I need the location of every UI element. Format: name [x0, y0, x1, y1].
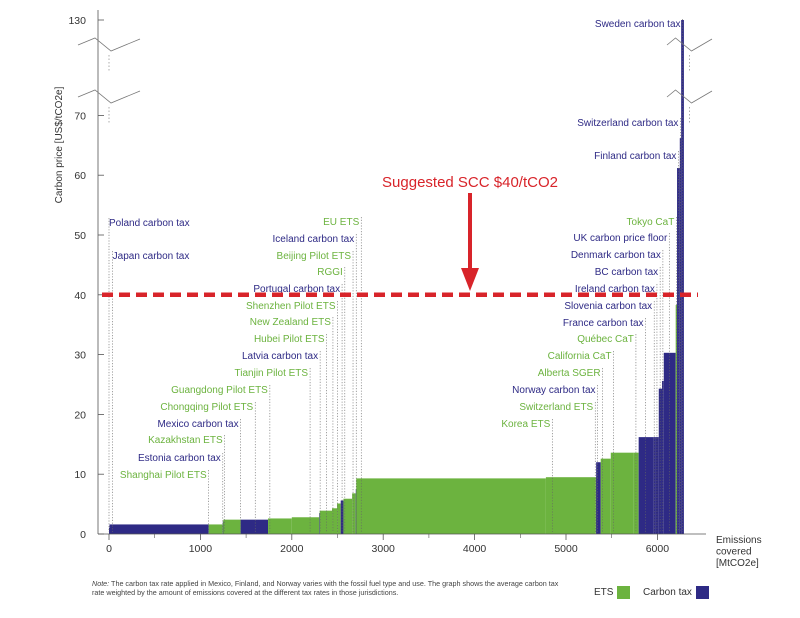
label-shanghai-pilot-ets: Shanghai Pilot ETS: [120, 470, 207, 481]
legend-tax-label: Carbon tax: [643, 587, 692, 599]
label-poland-carbon-tax: Poland carbon tax: [109, 218, 190, 229]
axis-break-mark: [77, 37, 141, 52]
label-rggi: RGGI: [317, 267, 343, 278]
label-beijing-pilot-ets: Beijing Pilot ETS: [277, 251, 352, 262]
y-tick-label-60: 60: [74, 170, 86, 182]
label-switzerland-carbon-tax: Switzerland carbon tax: [577, 118, 678, 129]
label-denmark-carbon-tax: Denmark carbon tax: [571, 250, 661, 261]
label-new-zealand-ets: New Zealand ETS: [250, 317, 331, 328]
label-ireland-carbon-tax: Ireland carbon tax: [575, 284, 655, 295]
x-tick-label-3000: 3000: [372, 543, 396, 555]
label-tokyo-cat: Tokyo CaT: [627, 217, 675, 228]
bar-california-cat: [610, 452, 634, 534]
y-axis-title: Carbon price [US$/tCO2e]: [54, 86, 65, 203]
x-axis-title-line: [MtCO2e]: [716, 558, 759, 569]
x-tick-label-5000: 5000: [554, 543, 578, 555]
bar-rggi: [343, 498, 353, 534]
bar-finland-carbon-tax: [677, 168, 680, 535]
bar-guangdong-pilot-ets: [268, 518, 292, 534]
legend-ets: ETS: [594, 586, 631, 599]
leader-lines-layer: [108, 19, 683, 532]
label-kazakhstan-ets: Kazakhstan ETS: [148, 435, 223, 446]
label-france-carbon-tax: France carbon tax: [563, 318, 644, 329]
bar-alberta-sger: [600, 458, 611, 534]
x-axis-title-line: Emissions: [716, 535, 762, 546]
y-tick-label-40: 40: [74, 290, 86, 302]
axes-layer: 0 10 20 30 40 50 60 70 130 0 1000 2000 3000 4000 5000 6…: [54, 10, 762, 569]
y-tick-label-50: 50: [74, 230, 86, 242]
segment-labels-layer: Poland carbon tax Japan carbon tax Shangha…: [109, 19, 681, 481]
label-mexico-carbon-tax: Mexico carbon tax: [157, 419, 238, 430]
axis-break-mark: [77, 89, 141, 104]
label-eu-ets: EU ETS: [323, 217, 359, 228]
bar-qu-bec-cat: [633, 452, 639, 534]
legend-ets-label: ETS: [594, 587, 614, 599]
bar-beijing-pilot-ets: [352, 493, 356, 534]
reference-line-layer: Suggested SCC $40/tCO2: [102, 174, 698, 298]
label-sweden-carbon-tax: Sweden carbon tax: [595, 19, 681, 30]
legend-tax-swatch: [695, 586, 709, 599]
label-japan-carbon-tax: Japan carbon tax: [113, 251, 190, 262]
x-tick-label-2000: 2000: [280, 543, 304, 555]
bar-switzerland-carbon-tax: [679, 138, 682, 534]
label-california-cat: California CaT: [548, 351, 612, 362]
label-switzerland-ets: Switzerland ETS: [519, 402, 593, 413]
bar-slovenia-carbon-tax: [653, 437, 656, 534]
label-uk-carbon-price-floor: UK carbon price floor: [573, 233, 668, 244]
bar-ireland-carbon-tax: [655, 437, 659, 534]
label-guangdong-pilot-ets: Guangdong Pilot ETS: [171, 385, 268, 396]
bar-tianjin-pilot-ets: [291, 517, 320, 534]
bar-kazakhstan-ets: [223, 519, 241, 534]
label-latvia-carbon-tax: Latvia carbon tax: [242, 351, 318, 362]
note-lead: Note:: [92, 579, 110, 588]
x-tick-label-4000: 4000: [463, 543, 487, 555]
label-hubei-pilot-ets: Hubei Pilot ETS: [254, 334, 325, 345]
axis-break-mark: [666, 89, 713, 104]
label-portugal-carbon-tax: Portugal carbon tax: [253, 284, 340, 295]
label-shenzhen-pilot-ets: Shenzhen Pilot ETS: [246, 301, 336, 312]
scc-arrow-head: [461, 268, 479, 291]
axis-break-mark: [666, 37, 713, 52]
y-tick-label-0: 0: [80, 529, 86, 541]
label-estonia-carbon-tax: Estonia carbon tax: [138, 453, 221, 464]
note-text: The carbon tax rate applied in Mexico, F…: [92, 579, 559, 597]
bar-france-carbon-tax: [638, 437, 654, 534]
legend-tax: Carbon tax: [643, 586, 709, 599]
label-norway-carbon-tax: Norway carbon tax: [512, 385, 595, 396]
y-tick-label-30: 30: [74, 350, 86, 362]
y-tick-label-70: 70: [74, 110, 86, 122]
x-tick-label-0: 0: [106, 543, 112, 555]
x-tick-label-6000: 6000: [646, 543, 670, 555]
label-bc-carbon-tax: BC carbon tax: [595, 267, 658, 278]
label-finland-carbon-tax: Finland carbon tax: [594, 151, 676, 162]
label-tianjin-pilot-ets: Tianjin Pilot ETS: [235, 368, 309, 379]
scc-reference-label: Suggested SCC $40/tCO2: [382, 174, 558, 191]
bar-korea-ets: [545, 477, 596, 534]
bar-uk-carbon-price-floor: [663, 352, 676, 534]
bar-shanghai-pilot-ets: [208, 524, 223, 534]
y-tick-label-130: 130: [68, 15, 86, 27]
bar-new-zealand-ets: [332, 508, 338, 534]
y-tick-label-20: 20: [74, 409, 86, 421]
bar-eu-ets: [356, 478, 546, 534]
bar-switzerland-ets: [595, 477, 597, 534]
label-chongqing-pilot-ets: Chongqing Pilot ETS: [160, 402, 253, 413]
label-iceland-carbon-tax: Iceland carbon tax: [273, 234, 355, 245]
bar-norway-carbon-tax: [596, 462, 601, 534]
label-slovenia-carbon-tax: Slovenia carbon tax: [564, 301, 652, 312]
chart-note: Note: The carbon tax rate applied in Mex…: [92, 579, 562, 597]
label-alberta-sger: Alberta SGER: [538, 368, 601, 379]
bar-hubei-pilot-ets: [319, 510, 333, 534]
x-tick-label-1000: 1000: [189, 543, 213, 555]
x-axis-title-line: covered: [716, 547, 752, 558]
bar-japan-carbon-tax: [109, 524, 209, 534]
bar-shenzhen-pilot-ets: [337, 503, 341, 534]
label-qu-bec-cat: Québec CaT: [577, 334, 634, 345]
label-korea-ets: Korea ETS: [501, 419, 550, 430]
bar-mexico-carbon-tax: [240, 519, 269, 534]
legend-ets-swatch: [617, 586, 631, 599]
y-tick-label-10: 10: [74, 469, 86, 481]
